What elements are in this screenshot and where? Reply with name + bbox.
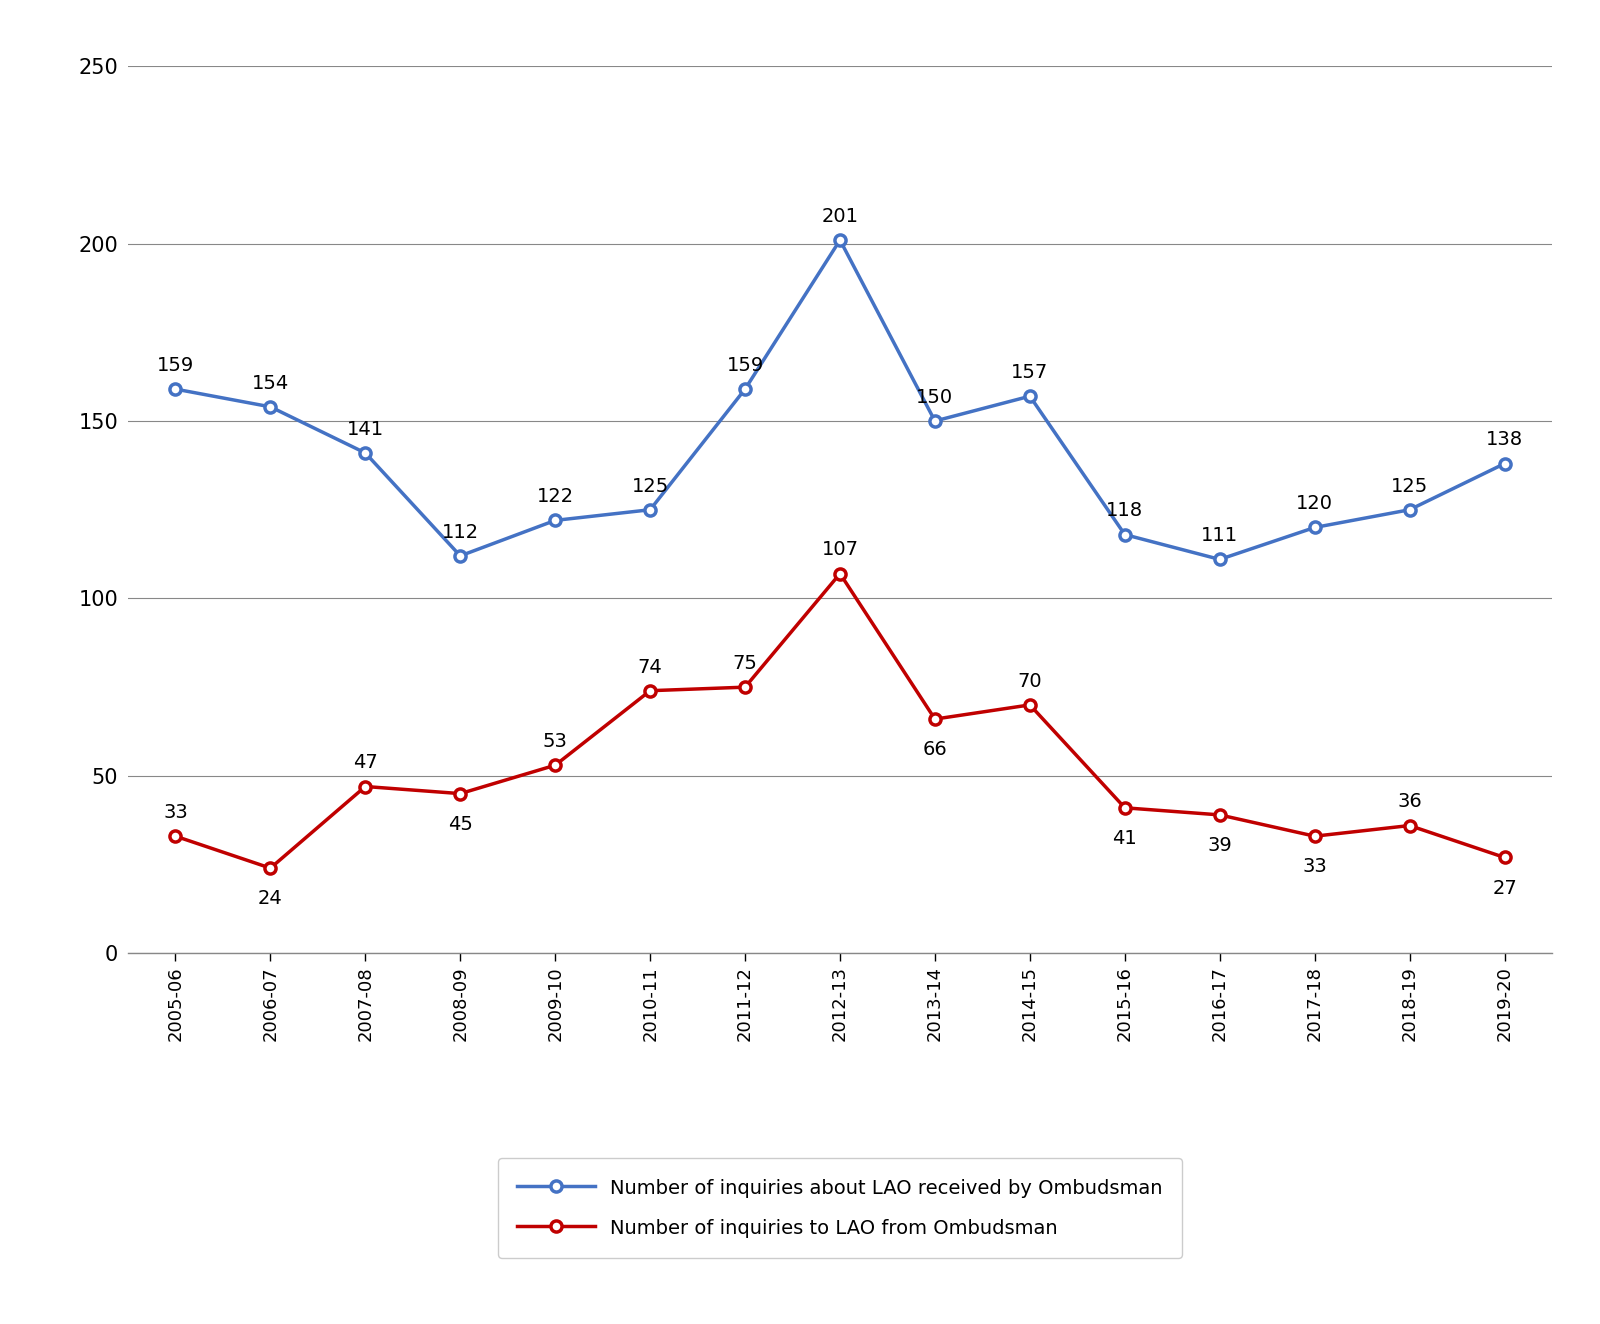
Text: 53: 53 — [542, 732, 568, 751]
Text: 74: 74 — [638, 658, 662, 677]
Number of inquiries to LAO from Ombudsman — [1115, 800, 1134, 816]
Text: 107: 107 — [821, 540, 859, 560]
Number of inquiries about LAO received by Ombudsman — [166, 381, 186, 397]
Number of inquiries about LAO received by Ombudsman — [1021, 388, 1040, 404]
Number of inquiries to LAO from Ombudsman — [925, 711, 944, 727]
Number of inquiries to LAO from Ombudsman — [1210, 806, 1229, 822]
Number of inquiries to LAO from Ombudsman — [1021, 696, 1040, 712]
Text: 45: 45 — [448, 814, 472, 834]
Text: 112: 112 — [442, 523, 478, 542]
Text: 120: 120 — [1296, 494, 1333, 514]
Number of inquiries about LAO received by Ombudsman — [925, 413, 944, 429]
Line: Number of inquiries about LAO received by Ombudsman: Number of inquiries about LAO received b… — [170, 234, 1510, 565]
Text: 154: 154 — [251, 373, 290, 393]
Number of inquiries about LAO received by Ombudsman — [1210, 552, 1229, 568]
Number of inquiries to LAO from Ombudsman — [640, 683, 659, 699]
Text: 125: 125 — [1390, 477, 1429, 495]
Number of inquiries to LAO from Ombudsman — [355, 779, 374, 794]
Number of inquiries about LAO received by Ombudsman — [1306, 519, 1325, 535]
Text: 70: 70 — [1018, 671, 1042, 691]
Number of inquiries about LAO received by Ombudsman — [830, 232, 850, 248]
Text: 201: 201 — [821, 207, 859, 226]
Number of inquiries to LAO from Ombudsman — [166, 829, 186, 845]
Text: 157: 157 — [1011, 363, 1048, 383]
Number of inquiries about LAO received by Ombudsman — [736, 381, 755, 397]
Text: 141: 141 — [347, 420, 384, 438]
Number of inquiries to LAO from Ombudsman — [1400, 818, 1419, 834]
Number of inquiries to LAO from Ombudsman — [1306, 829, 1325, 845]
Number of inquiries about LAO received by Ombudsman — [640, 502, 659, 518]
Text: 122: 122 — [536, 487, 574, 506]
Legend: Number of inquiries about LAO received by Ombudsman, Number of inquiries to LAO : Number of inquiries about LAO received b… — [498, 1158, 1182, 1258]
Text: 41: 41 — [1112, 829, 1138, 849]
Text: 27: 27 — [1493, 879, 1517, 898]
Number of inquiries to LAO from Ombudsman — [546, 757, 565, 773]
Text: 39: 39 — [1208, 837, 1232, 855]
Number of inquiries about LAO received by Ombudsman — [451, 548, 470, 564]
Number of inquiries about LAO received by Ombudsman — [546, 512, 565, 528]
Text: 33: 33 — [1302, 858, 1326, 876]
Number of inquiries to LAO from Ombudsman — [1494, 850, 1514, 866]
Text: 159: 159 — [157, 356, 194, 375]
Number of inquiries about LAO received by Ombudsman — [1400, 502, 1419, 518]
Text: 75: 75 — [733, 654, 757, 673]
Text: 159: 159 — [726, 356, 763, 375]
Text: 36: 36 — [1397, 792, 1422, 812]
Number of inquiries about LAO received by Ombudsman — [355, 445, 374, 461]
Number of inquiries to LAO from Ombudsman — [261, 861, 280, 876]
Number of inquiries to LAO from Ombudsman — [830, 565, 850, 581]
Text: 66: 66 — [923, 740, 947, 760]
Text: 118: 118 — [1106, 502, 1144, 520]
Text: 33: 33 — [163, 802, 187, 822]
Text: 125: 125 — [632, 477, 669, 495]
Number of inquiries about LAO received by Ombudsman — [1494, 455, 1514, 471]
Text: 111: 111 — [1202, 526, 1238, 545]
Number of inquiries to LAO from Ombudsman — [736, 679, 755, 695]
Text: 138: 138 — [1486, 430, 1523, 449]
Number of inquiries about LAO received by Ombudsman — [1115, 527, 1134, 543]
Number of inquiries to LAO from Ombudsman — [451, 785, 470, 801]
Text: 24: 24 — [258, 890, 283, 908]
Number of inquiries about LAO received by Ombudsman — [261, 399, 280, 414]
Line: Number of inquiries to LAO from Ombudsman: Number of inquiries to LAO from Ombudsma… — [170, 568, 1510, 874]
Text: 150: 150 — [917, 388, 954, 406]
Text: 47: 47 — [354, 753, 378, 772]
